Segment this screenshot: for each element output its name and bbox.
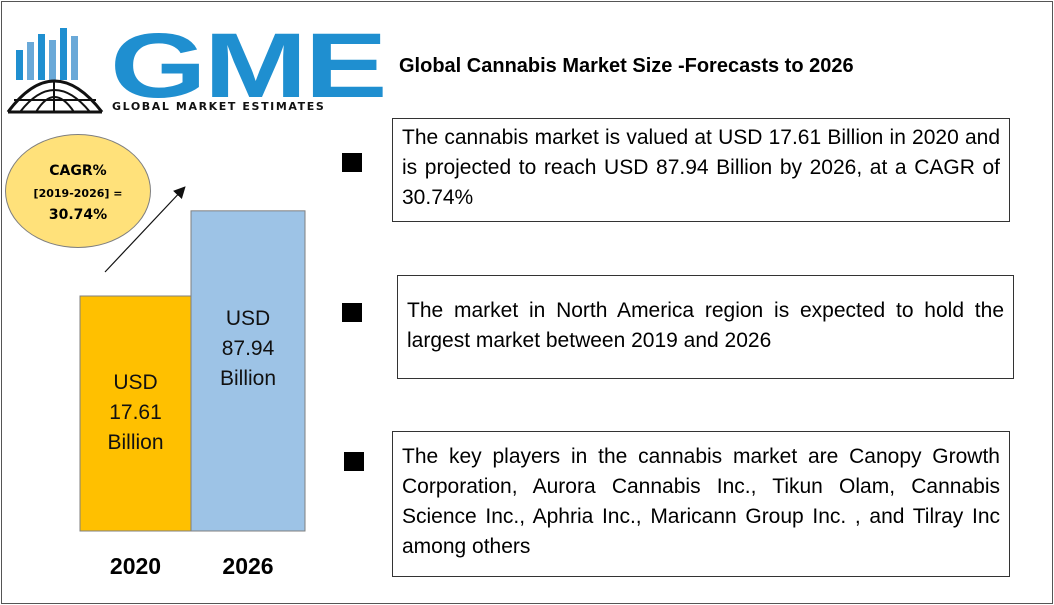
info-box-3: The key players in the cannabis market a…: [392, 431, 1010, 577]
x-tick-label-2026: 2026: [222, 553, 274, 579]
bullet-marker-3: [344, 452, 364, 471]
cagr-value: 30.74%: [48, 207, 108, 223]
x-tick-label-2020: 2020: [109, 553, 162, 579]
logo-letters: GME: [110, 15, 388, 117]
cagr-label: CAGR%: [49, 163, 107, 179]
bullet-marker-2: [342, 303, 362, 322]
bar-label-value: 87.94: [221, 337, 275, 360]
cagr-bubble: CAGR% [2019-2026] = 30.74%: [5, 134, 151, 248]
bar-label-currency: USD: [225, 307, 271, 330]
gme-logo: GME GLOBAL MARKET ESTIMATES: [6, 20, 388, 116]
bar-2026: [190, 210, 306, 532]
info-box-2: The market in North America region is ex…: [397, 275, 1014, 379]
growth-arrow: [104, 186, 186, 273]
bar-label-unit: Billion: [219, 367, 277, 390]
bullet-marker-1: [342, 153, 362, 172]
info-box-1: The cannabis market is valued at USD 17.…: [392, 118, 1010, 222]
logo-tagline: GLOBAL MARKET ESTIMATES: [112, 100, 326, 113]
bar-label-value: 17.61: [109, 401, 162, 424]
infographic-title: Global Cannabis Market Size -Forecasts t…: [399, 55, 854, 77]
cagr-period: [2019-2026] =: [33, 187, 123, 200]
bar-label-unit: Billion: [107, 431, 164, 454]
bar-2020: [79, 295, 192, 532]
bar-label-currency: USD: [113, 371, 158, 394]
globe-with-bars-icon: [6, 28, 104, 114]
bar-label-2026: USD 87.94 Billion: [191, 304, 305, 394]
bar-label-2020: USD 17.61 Billion: [80, 368, 191, 458]
